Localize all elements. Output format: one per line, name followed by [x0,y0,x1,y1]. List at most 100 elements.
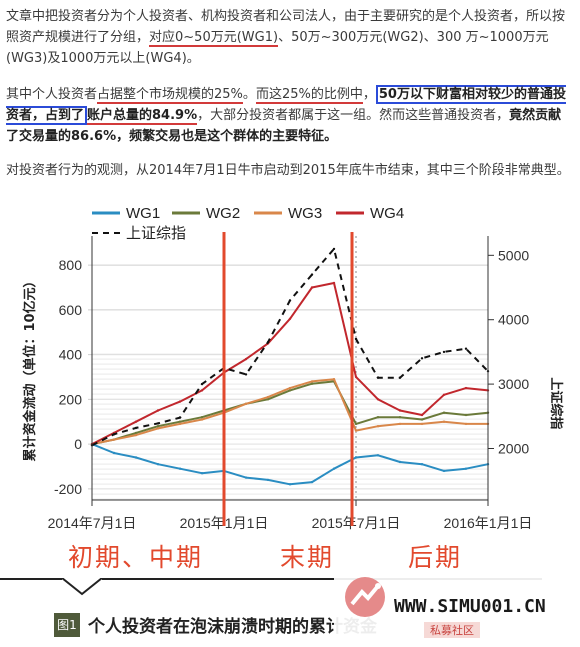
y-right-tick-1: 4000 [498,312,529,328]
series-4-point-4 [178,416,182,419]
series-1-point-8 [266,398,270,401]
y-right-tick-3: 2000 [498,440,529,456]
watermark-site: WWW.SIMU001.CN [394,596,546,617]
legend-label-3: WG4 [370,205,404,222]
chart-legend: WG1 WG2 WG3 WG4 上证综指 [92,205,404,242]
series-1-point-14 [398,416,402,419]
series-1-point-5 [200,416,204,419]
p1-underlined-wg1: 对应0~50万元(WG1) [149,30,279,47]
series-2-point-15 [420,422,424,426]
p2-text-c: 。 [242,87,256,102]
series-4-point-11 [332,247,336,251]
series-0-point-8 [266,478,270,482]
series-2-point-9 [288,386,292,390]
y-left-tick-2: 400 [59,347,83,363]
series-0-point-5 [200,472,204,475]
paragraph-observation: 对投资者行为的观测，从2014年7月1日牛市启动到2015年底牛市结束，其中三个… [6,163,570,178]
series-3-point-7 [244,357,248,361]
legend-label-0: WG1 [126,205,160,222]
p2-underlined-25: 占据整个市场规模的25% [97,87,243,104]
series-2-point-1 [112,438,116,441]
series-4-point-13 [376,376,380,379]
series-3-point-13 [376,398,380,401]
phase-labels: 初期、中期 末期 后期 [0,538,580,578]
series-0-point-12 [354,456,358,459]
series-2-point-3 [156,427,160,430]
phase-after-label: 后期 [408,543,463,572]
p2-text-h: ，大部分投资者都属于这一组。然而这些普通投资者， [197,108,510,123]
series-1-point-10 [310,382,314,385]
watermark: WWW.SIMU001.CN 私募社区 [334,568,574,644]
series-4-point-17 [464,347,468,350]
series-0-point-1 [112,451,116,455]
series-1-point-9 [288,389,292,392]
series-2-point-2 [134,433,138,437]
series-4-point-12 [354,337,358,341]
series-0-point-9 [288,483,292,486]
series-3-point-4 [178,400,182,403]
figure-caption: 图1 个人投资者在泡沫崩溃时期的累计资金 [40,604,580,647]
series-2-point-4 [178,422,182,426]
series-3-point-17 [464,386,468,390]
series-0-point-10 [310,480,314,484]
series-3-point-15 [420,413,424,417]
series-1-point-4 [178,420,182,423]
x-tick-2: 2015年7月1日 [312,515,401,531]
series-3-point-11 [332,281,336,285]
series-3-point-9 [288,317,292,320]
phase-late-label: 末期 [280,543,335,572]
series-2-point-13 [376,425,380,428]
series-0-point-4 [178,467,182,470]
p2-underlined-ratio: 而这25%的比例中 [255,87,363,104]
series-2-point-7 [244,402,248,405]
series-line-3 [91,282,489,445]
paragraph-grouping: 文章中把投资者分为个人投资者、机构投资者和公司法人，由于主要研究的是个人投资者，… [6,6,570,69]
series-0-point-15 [420,463,424,466]
series-3-point-16 [442,393,446,396]
y-right-title: 上证综指 [548,377,564,429]
series-2-point-16 [442,420,446,423]
y-left-tick-4: 0 [74,436,82,452]
series-0-point-13 [376,454,380,457]
y-left-tick-5: -200 [54,481,82,497]
y-left-tick-1: 600 [59,302,83,318]
series-4-point-15 [420,357,424,360]
p2-bold-866: 竟然贡献了交易量的86.6%，频繁交易也是这个群体的主要特征。 [6,108,562,144]
x-tick-0: 2014年7月1日 [48,515,137,531]
series-1-point-16 [442,411,446,414]
series-2-point-8 [266,395,270,399]
series-4-point-10 [310,273,314,276]
series-0-point-16 [442,469,446,473]
series-4-point-8 [266,341,270,344]
y-right-tick-2: 3000 [498,376,529,392]
series-0-point-11 [332,467,336,470]
series-3-point-14 [398,409,402,412]
series-4-point-7 [244,373,248,376]
watermark-sub: 私募社区 [424,622,480,638]
series-0-point-7 [244,476,248,479]
series-4-point-3 [156,422,160,425]
x-tick-3: 2016年1月1日 [444,515,533,531]
series-0-point-3 [156,463,160,466]
series-2-point-17 [464,422,468,426]
legend-label-4: 上证综指 [126,225,186,242]
series-4-point-9 [288,299,292,302]
series-1-point-3 [156,425,160,428]
y-left-tick-0: 800 [59,257,83,273]
caption-pointer-icon [62,578,102,596]
series-1-point-12 [354,422,358,426]
series-1-point-2 [134,431,138,435]
p1-text-a: 文章中把投资者分为个人投资者、机构投资者和公司法人，由于主要研究的是个人投资者，… [6,9,566,45]
series-2-point-14 [398,422,402,426]
series-4-point-16 [442,350,446,354]
series-3-point-2 [134,420,138,423]
series-2-point-12 [354,429,358,432]
series-1-point-17 [464,413,468,417]
phase-early-mid-label: 初期、中期 [68,543,204,572]
figure-title: 个人投资者在泡沫崩溃时期的累计资金 [88,617,377,637]
series-0-point-2 [134,456,138,459]
figure-badge: 图1 [54,613,80,637]
y-left-tick-3: 200 [59,391,83,407]
series-0-point-14 [398,460,402,464]
